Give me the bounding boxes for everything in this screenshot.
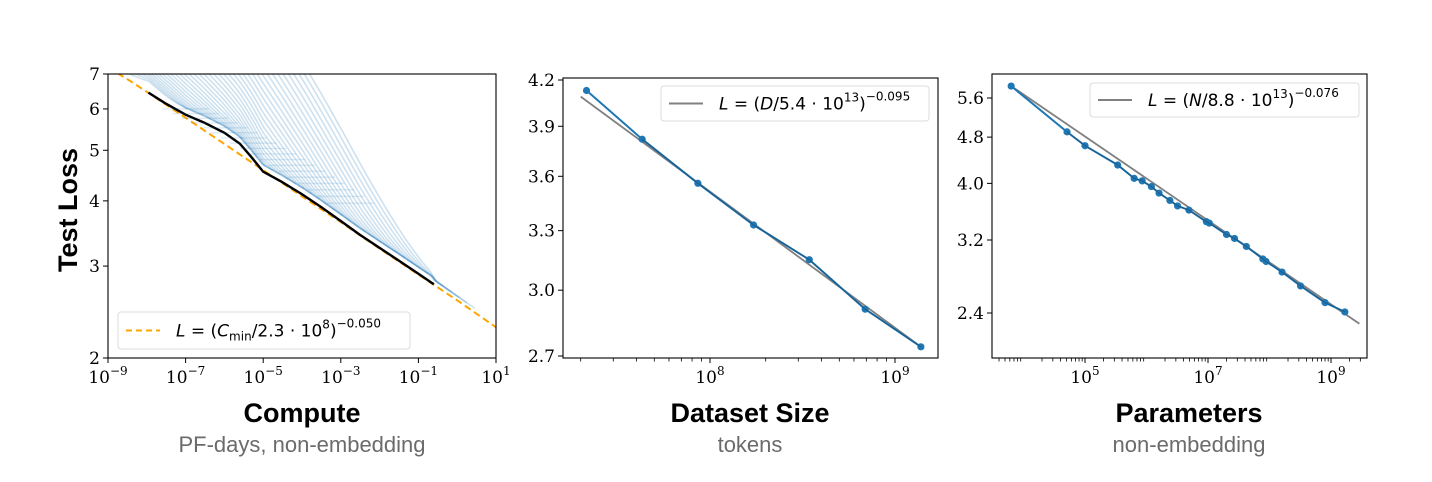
training-run-curves — [127, 74, 476, 309]
dataset-plot: 108 109 2.7 3.0 3.3 3.6 3.9 4.2 L = (D/5.4 · 101… — [528, 71, 939, 388]
x-tick-label: 10−1 — [399, 364, 438, 388]
legend: L = (N/8.8 · 1013)−0.076 — [1089, 82, 1360, 118]
parameters-title: Parameters — [1115, 398, 1263, 428]
dataset-title: Dataset Size — [670, 398, 830, 428]
legend-label: L = (N/8.8 · 1013)−0.076 — [1148, 86, 1339, 111]
x-tick-label: 108 — [695, 364, 724, 388]
plot-frame — [991, 73, 1368, 359]
x-tick-label: 109 — [880, 364, 909, 388]
parameters-subtitle: non-embedding — [1112, 432, 1266, 457]
y-axis-label: Test Loss — [53, 147, 83, 272]
compute-title: Compute — [243, 398, 361, 428]
y-tick-label: 3.3 — [528, 222, 555, 242]
compute-subtitle: PF-days, non-embedding — [178, 432, 426, 457]
parameters-plot: 105 107 109 2.4 3.2 4.0 4.8 5.6 L = (N/8.8 · 101… — [957, 73, 1368, 388]
frontier-line — [147, 91, 435, 286]
data-point — [1007, 82, 1015, 90]
fit-line — [116, 74, 496, 329]
x-tick-label: 107 — [1193, 364, 1222, 388]
compute-plot: 10−9 10−7 10−5 10−3 10−1 101 2 3 4 5 6 7 L = (Cmin/2… — [88, 65, 510, 388]
y-tick-label: 3.6 — [528, 167, 555, 187]
x-tick-label: 10−5 — [244, 364, 283, 388]
x-tick-label: 10−7 — [166, 364, 205, 388]
x-tick-label: 105 — [1070, 364, 1099, 388]
y-tick-label: 4 — [89, 192, 100, 212]
legend-label: L = (D/5.4 · 1013)−0.095 — [719, 90, 910, 115]
legend: L = (Cmin/2.3 · 108)−0.050 — [117, 311, 411, 350]
plot-frame — [107, 73, 497, 359]
plot-frame — [562, 77, 939, 359]
x-tick-label: 109 — [1316, 364, 1345, 388]
y-tick-label: 2.4 — [957, 304, 984, 324]
y-tick-label: 4.8 — [957, 128, 984, 148]
data-point — [582, 86, 591, 95]
y-tick-label: 7 — [89, 65, 100, 85]
y-tick-label: 3.2 — [957, 231, 984, 251]
x-tick-label: 10−3 — [321, 364, 360, 388]
legend-label: L = (Cmin/2.3 · 108)−0.050 — [176, 317, 381, 344]
y-tick-label: 3.9 — [528, 117, 555, 137]
y-tick-label: 4.0 — [957, 174, 984, 194]
y-tick-label: 5 — [89, 141, 100, 161]
y-tick-label: 3 — [89, 257, 100, 277]
y-tick-label: 2.7 — [528, 347, 555, 367]
x-tick-label: 10−9 — [88, 364, 127, 388]
fit-line — [1010, 85, 1360, 325]
dataset-subtitle: tokens — [717, 432, 783, 457]
x-tick-label: 101 — [481, 364, 510, 388]
y-tick-label: 5.6 — [957, 89, 984, 109]
data-line — [585, 89, 922, 348]
y-tick-label: 6 — [89, 100, 100, 120]
legend: L = (D/5.4 · 1013)−0.095 — [660, 85, 930, 122]
y-tick-label: 2 — [89, 349, 100, 369]
y-tick-label: 3.0 — [528, 281, 555, 301]
y-tick-label: 4.2 — [528, 71, 555, 91]
